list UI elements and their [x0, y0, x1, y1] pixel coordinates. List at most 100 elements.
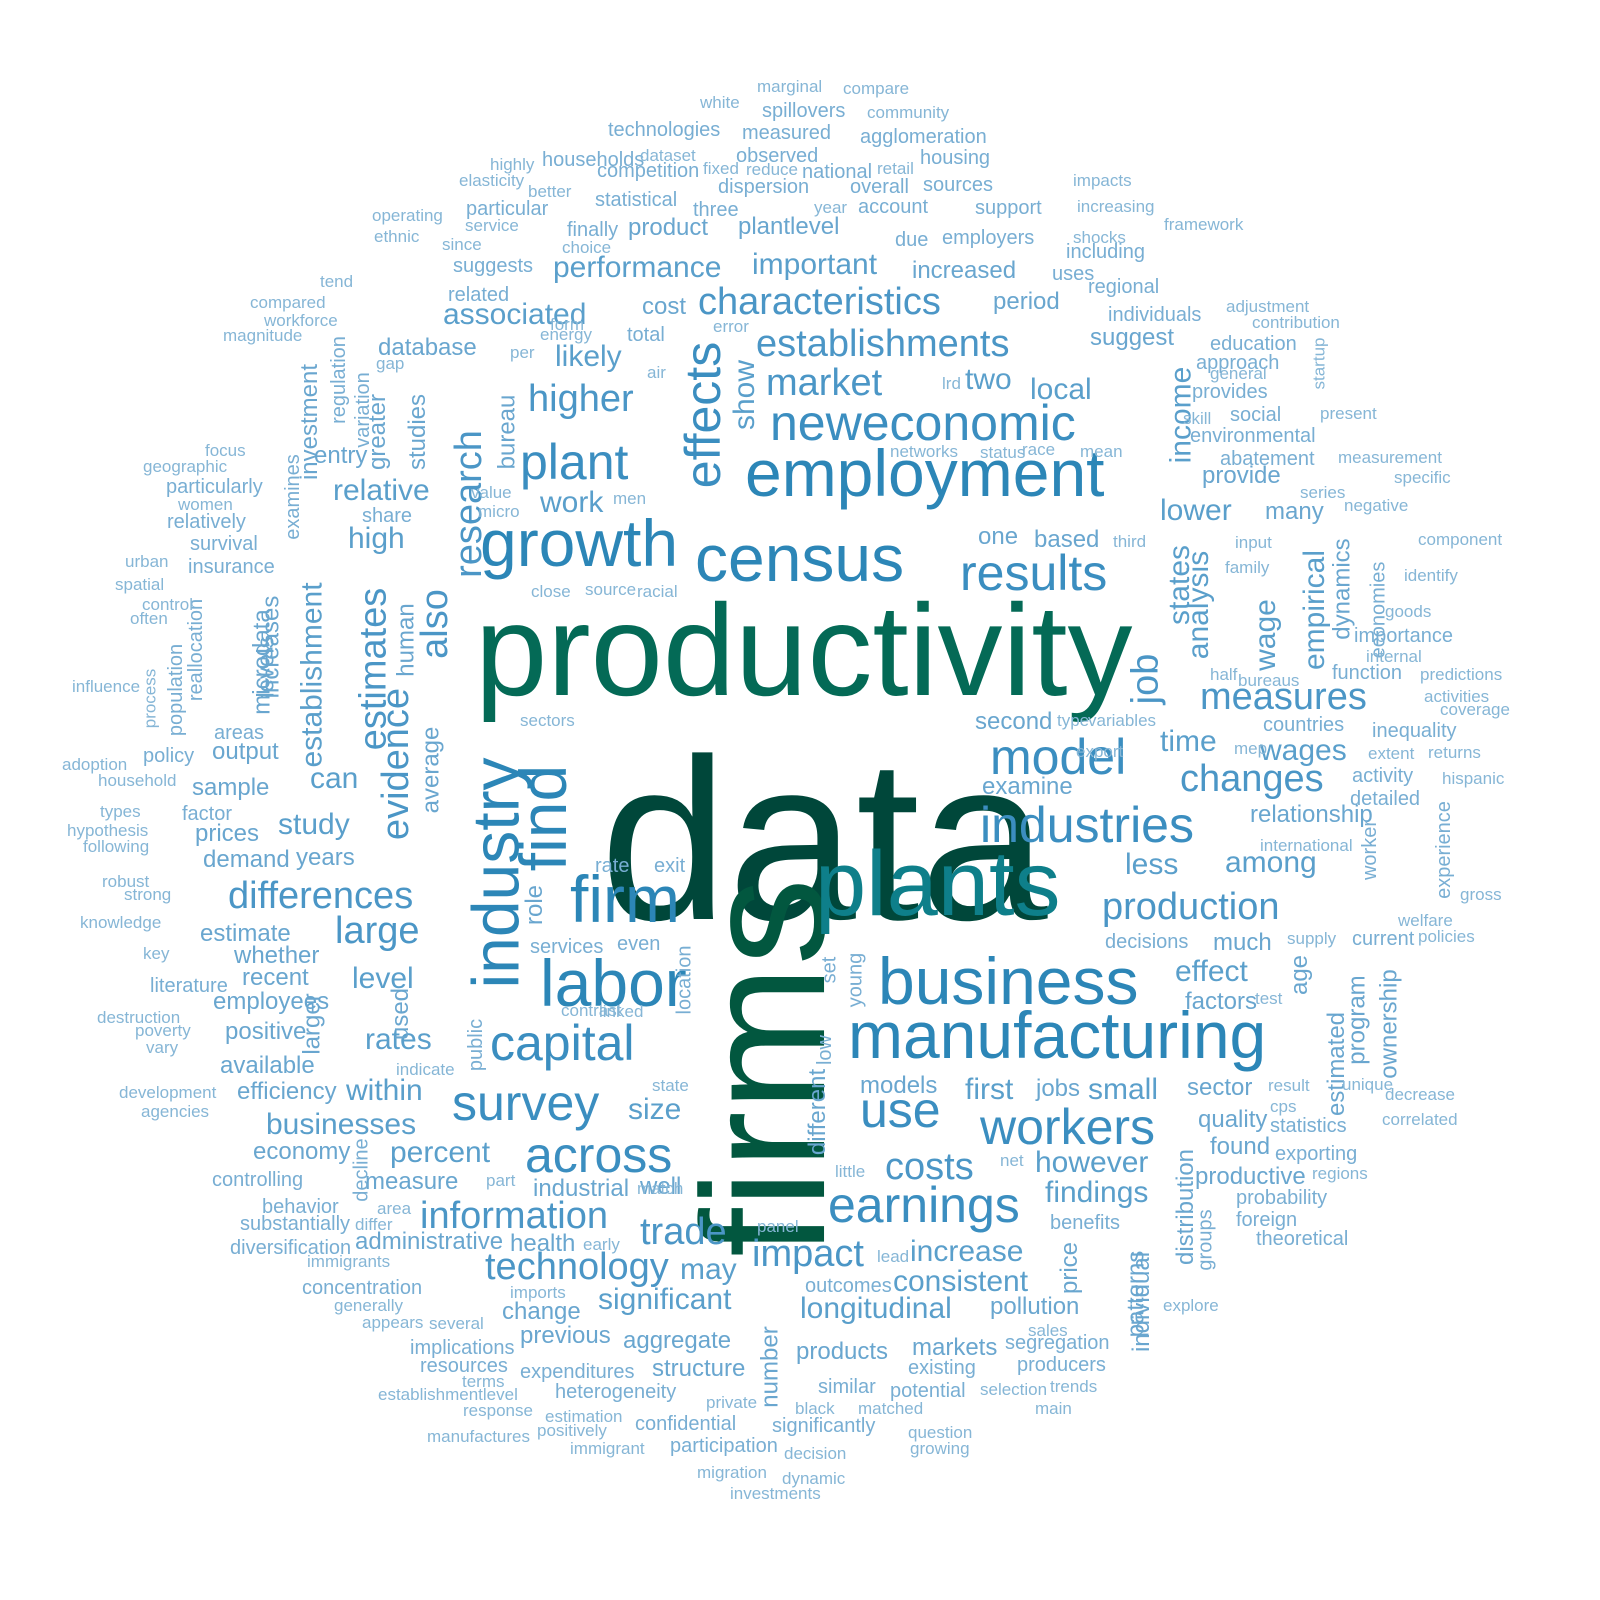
- cloud-word: structure: [652, 1355, 746, 1382]
- cloud-word: behavior: [262, 1196, 339, 1218]
- cloud-word: choice: [562, 238, 612, 257]
- cloud-word: due: [895, 229, 929, 251]
- cloud-word: estimates: [352, 587, 395, 751]
- cloud-word: decision: [784, 1444, 847, 1463]
- cloud-word: increase: [910, 1235, 1024, 1268]
- cloud-word: internal: [1366, 647, 1422, 666]
- cloud-word: price: [1056, 1241, 1084, 1295]
- cloud-word: strong: [124, 885, 172, 904]
- cloud-word: spatial: [115, 575, 165, 594]
- cloud-word: part: [486, 1171, 516, 1190]
- cloud-word: individual: [1128, 1251, 1156, 1353]
- cloud-word: specific: [1394, 468, 1451, 487]
- cloud-word: impacts: [1073, 171, 1132, 190]
- cloud-word: human: [392, 603, 420, 677]
- cloud-word: microdata: [248, 609, 276, 715]
- cloud-word: studies: [404, 393, 432, 471]
- cloud-word: present: [1320, 404, 1377, 423]
- cloud-word: similar: [818, 1376, 876, 1398]
- cloud-word: extent: [1368, 744, 1415, 763]
- cloud-word: existing: [908, 1357, 976, 1379]
- cloud-word: among: [1225, 846, 1317, 879]
- cloud-word: information: [420, 1195, 608, 1237]
- cloud-word: generally: [334, 1296, 403, 1315]
- cloud-word: industries: [980, 797, 1194, 853]
- cloud-word: location: [673, 945, 696, 1015]
- cloud-word: control: [142, 595, 194, 614]
- cloud-word: technologies: [608, 119, 721, 141]
- cloud-word: local: [1030, 373, 1092, 406]
- cloud-word: elasticity: [459, 171, 525, 190]
- cloud-word: race: [1022, 440, 1056, 459]
- cloud-word: housing: [920, 147, 991, 169]
- cloud-word: linked: [599, 1002, 644, 1021]
- cloud-word: benefits: [1050, 1212, 1121, 1234]
- cloud-word: market: [766, 362, 883, 404]
- cloud-word: ethnic: [374, 227, 420, 246]
- cloud-word: racial: [637, 582, 678, 601]
- cloud-word: geographic: [143, 457, 228, 476]
- cloud-word: knowledge: [80, 913, 162, 932]
- cloud-word: lrd: [942, 374, 961, 393]
- cloud-word: statistical: [595, 189, 678, 211]
- cloud-word: can: [310, 762, 359, 795]
- cloud-word: framework: [1164, 215, 1244, 234]
- cloud-word: impact: [752, 1233, 864, 1275]
- cloud-word: goods: [1385, 602, 1432, 621]
- cloud-word: sector: [1187, 1074, 1253, 1101]
- cloud-word: poverty: [135, 1021, 191, 1040]
- cloud-word: estimation: [545, 1407, 623, 1426]
- cloud-word: markets: [912, 1334, 998, 1361]
- cloud-word: family: [1225, 558, 1270, 577]
- cloud-word: white: [700, 93, 740, 112]
- cloud-word: probability: [1236, 1187, 1328, 1209]
- cloud-word: negative: [1344, 496, 1409, 515]
- cloud-word: appears: [362, 1313, 424, 1332]
- cloud-word: urban: [125, 552, 169, 571]
- cloud-word: aggregate: [623, 1327, 732, 1354]
- cloud-word: policy: [143, 745, 195, 767]
- cloud-word: concentration: [302, 1277, 423, 1299]
- cloud-word: technology: [485, 1246, 669, 1288]
- cloud-word: larger: [298, 993, 326, 1055]
- cloud-word: quality: [1198, 1106, 1268, 1133]
- cloud-word: status: [980, 443, 1026, 462]
- cloud-word: plant: [520, 434, 629, 490]
- cloud-word: cps: [1270, 1097, 1297, 1116]
- cloud-word: energy: [540, 325, 592, 344]
- cloud-word: vary: [146, 1038, 179, 1057]
- cloud-word: value: [471, 483, 512, 502]
- cloud-word: also: [413, 589, 456, 659]
- cloud-word: groups: [1194, 1209, 1217, 1271]
- cloud-word: increasing: [1077, 197, 1155, 216]
- cloud-word: job: [1124, 653, 1167, 705]
- cloud-word: key: [143, 944, 170, 963]
- cloud-word: theoretical: [1256, 1228, 1349, 1250]
- cloud-word: examines: [281, 454, 304, 540]
- cloud-word: fixed: [703, 159, 739, 178]
- cloud-word: since: [442, 235, 482, 254]
- cloud-word: startup: [1309, 337, 1329, 390]
- cloud-word: participation: [670, 1435, 778, 1457]
- cloud-word: suggests: [453, 255, 534, 277]
- cloud-word: finally: [567, 219, 619, 241]
- cloud-word: role: [521, 884, 549, 926]
- cloud-word: compared: [250, 293, 326, 312]
- cloud-word: resources: [420, 1355, 508, 1377]
- cloud-word: establishmentlevel: [378, 1385, 518, 1404]
- cloud-word: earnings: [828, 1177, 1020, 1233]
- cloud-word: sales: [1028, 1321, 1068, 1340]
- cloud-word: variation: [351, 372, 374, 448]
- cloud-word: found: [1210, 1133, 1271, 1160]
- cloud-word: population: [165, 643, 188, 737]
- cloud-word: economy: [253, 1138, 351, 1165]
- cloud-word: outcomes: [805, 1275, 892, 1297]
- cloud-word: focus: [205, 441, 246, 460]
- cloud-word: immigrants: [307, 1252, 391, 1271]
- cloud-word: establishment: [295, 582, 329, 768]
- cloud-word: air: [647, 363, 666, 382]
- cloud-word: young: [844, 952, 867, 1008]
- cloud-word: less: [1125, 848, 1179, 881]
- cloud-word: state: [652, 1076, 689, 1095]
